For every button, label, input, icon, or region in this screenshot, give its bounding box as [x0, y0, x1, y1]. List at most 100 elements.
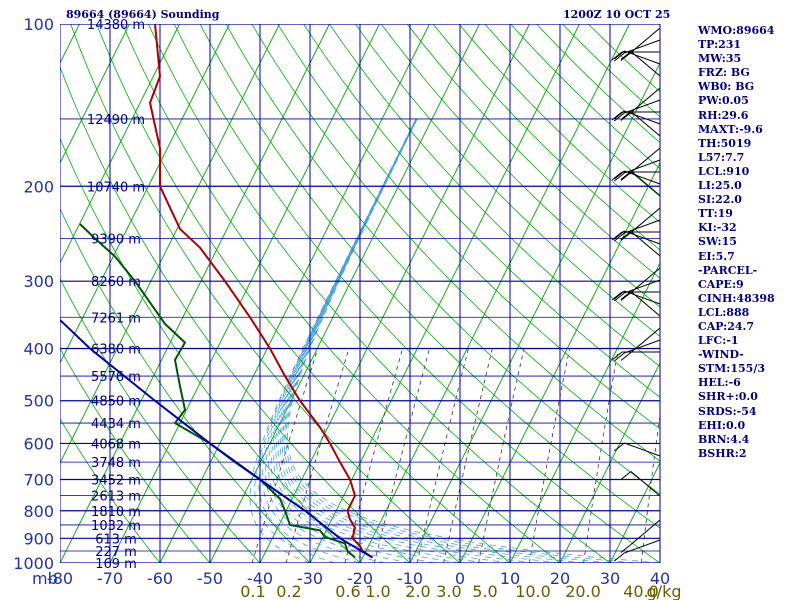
index-item: SHR+:0.0 — [698, 390, 758, 404]
height-label: 8260 m — [91, 275, 141, 290]
index-item: LCL:888 — [698, 305, 750, 319]
isotherm-line — [459, 161, 660, 563]
wind-barb — [624, 170, 661, 185]
wind-barb — [624, 290, 661, 305]
mixing-ratio-label: 5.0 — [472, 582, 497, 600]
isotherm-line — [559, 361, 660, 563]
height-label: 4068 m — [91, 437, 141, 452]
index-item: SW:15 — [698, 235, 737, 249]
index-item: -WIND- — [698, 348, 744, 362]
wind-barb-flag — [613, 50, 625, 60]
wind-barb-flag — [611, 351, 623, 361]
sounding-time: 1200Z 10 OCT 25 — [563, 8, 671, 21]
wind-barb — [624, 159, 661, 174]
temperature-tick-label: -10 — [397, 569, 423, 588]
height-label: 12490 m — [87, 113, 145, 128]
wind-barbs — [611, 27, 661, 562]
temperature-tick-label: 10 — [500, 569, 520, 588]
index-item: -PARCEL- — [698, 263, 758, 277]
wind-barb-flag — [613, 292, 625, 302]
index-item: STM:155/3 — [698, 362, 765, 376]
isotherm-line — [60, 24, 330, 563]
isotherm-line — [359, 24, 630, 563]
wind-barb-flag — [620, 52, 632, 61]
wind-barb — [624, 442, 661, 457]
wind-barb-flag — [620, 51, 632, 60]
index-item: CAP:24.7 — [698, 319, 755, 333]
wind-barb-flag — [613, 112, 625, 122]
temperature-tick-label: 20 — [550, 569, 570, 588]
wind-barb-flag — [613, 232, 625, 242]
wind-barb-flag — [620, 352, 632, 361]
pressure-tick-label: 700 — [23, 471, 54, 490]
temperature-tick-label: -30 — [297, 569, 323, 588]
index-item: L57:7.7 — [698, 150, 745, 164]
index-item: SI:22.0 — [698, 193, 742, 207]
mixing-ratio-label: 1.0 — [365, 582, 390, 600]
index-item: TP:231 — [698, 38, 742, 52]
mixing-ratio-label: 0.1 — [240, 582, 265, 600]
index-item: HEL:-6 — [698, 376, 741, 390]
wind-barb — [630, 519, 661, 545]
wind-barb-flag — [620, 232, 632, 241]
temperature-tick-label: -70 — [97, 569, 123, 588]
index-item: BSHR:2 — [698, 446, 747, 460]
isotherm-line — [60, 24, 230, 365]
index-item: BRN:4.4 — [698, 432, 750, 446]
isotherm-line — [109, 24, 380, 563]
temperature-tick-label: -80 — [47, 569, 73, 588]
temperature-tick-label: -40 — [247, 569, 273, 588]
height-label: 10740 m — [87, 180, 145, 195]
index-item: WMO:89664 — [698, 24, 775, 37]
wind-barb-flag — [613, 170, 625, 180]
height-label: 4850 m — [91, 395, 141, 410]
height-label: 1032 m — [91, 519, 141, 534]
index-item: LFC:-1 — [698, 334, 739, 348]
moist-adiabat-line — [277, 118, 536, 563]
wind-barb-flag — [620, 111, 632, 120]
wind-barb — [624, 50, 661, 65]
height-label: 613 m — [95, 532, 137, 547]
wind-barb-flag — [620, 172, 632, 181]
wind-barb — [624, 110, 661, 125]
wind-barb-flag — [620, 544, 632, 553]
mixing-ratio-label: 2.0 — [405, 582, 430, 600]
wind-barb-flag — [613, 552, 625, 562]
pressure-unit-label: mb — [32, 569, 58, 588]
wind-barb — [630, 231, 661, 257]
wind-barb-flag — [613, 442, 625, 452]
index-item: LI:25.0 — [698, 179, 742, 193]
mixing-ratio-label: 40.0 — [623, 582, 659, 600]
wind-barb-flag — [613, 172, 625, 182]
mixing-ratio-label: 10.0 — [515, 582, 551, 600]
index-item: TH:5019 — [698, 136, 752, 150]
wind-barb-flag — [613, 352, 625, 362]
pressure-tick-label: 100 — [23, 15, 54, 34]
height-label: 3452 m — [91, 474, 141, 489]
grid-layer — [60, 24, 660, 563]
height-label: 2613 m — [91, 490, 141, 505]
wind-barb — [624, 539, 661, 554]
index-item: FRZ: BG — [698, 66, 750, 80]
height-label: 6380 m — [91, 343, 141, 358]
stability-indices-panel: WMO:89664 TP:231 MW:35 FRZ: BG WB0: BG PW:0.0… — [698, 24, 775, 461]
isotherm-line — [609, 461, 660, 563]
moist-adiabat-line — [254, 118, 417, 563]
temperature-tick-label: 30 — [600, 569, 620, 588]
index-item: TT:19 — [698, 207, 733, 221]
mixing-ratio-label: 3.0 — [436, 582, 461, 600]
wind-barb-flag — [620, 471, 632, 480]
index-item: MW:35 — [698, 52, 742, 66]
wind-barb-flag — [613, 230, 625, 240]
mixing-ratio-label: 0.2 — [276, 582, 301, 600]
moist-adiabat-line — [287, 118, 660, 563]
wind-barb-flag — [620, 112, 632, 121]
pressure-tick-label: 400 — [23, 340, 54, 359]
index-item: PW:0.05 — [698, 94, 749, 108]
pressure-tick-label: 900 — [23, 529, 54, 548]
pressure-tick-label: 500 — [23, 392, 54, 411]
wind-barb-flag — [611, 171, 623, 181]
wind-barb — [630, 111, 661, 137]
